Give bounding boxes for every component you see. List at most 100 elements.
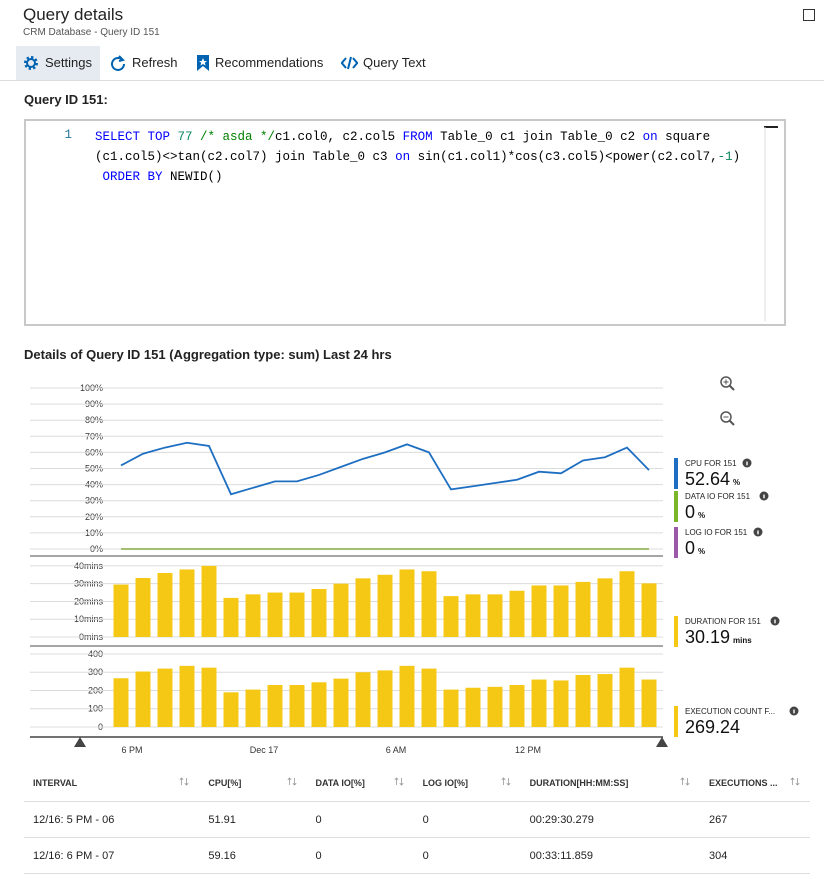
legend-value: 269.24 xyxy=(685,717,740,737)
bar xyxy=(641,583,657,637)
bar xyxy=(355,578,371,637)
sort-icon xyxy=(680,777,690,786)
x-tick-label: 6 PM xyxy=(121,745,142,755)
column-header[interactable]: DATA IO[%] xyxy=(306,765,414,802)
code-line: (c1.col5)<>tan(c2.col7) join Table_0 c3 … xyxy=(95,147,740,167)
zoom-out-button[interactable] xyxy=(720,411,735,426)
column-header-label: EXECUTIONS ... xyxy=(709,778,778,788)
column-header-label: INTERVAL xyxy=(33,778,78,788)
metrics-chart: 0%10%20%30%40%50%60%70%80%90%100%CPU FOR… xyxy=(30,376,799,755)
page-subtitle: CRM Database - Query ID 151 xyxy=(23,27,160,38)
legend-name: CPU FOR 151 xyxy=(685,459,737,468)
table-row[interactable]: 12/16: 6 PM - 07 59.16 0 0 00:33:11.859 304 xyxy=(24,837,810,874)
table-body: 12/16: 5 PM - 06 51.91 0 0 00:29:30.279 267 12… xyxy=(24,801,810,874)
code-token: on xyxy=(642,130,658,144)
code-icon xyxy=(341,56,358,70)
column-header[interactable]: INTERVAL xyxy=(24,765,200,802)
table-cell: 00:29:30.279 xyxy=(520,801,701,838)
bar xyxy=(333,678,349,727)
bar xyxy=(465,687,481,727)
settings-button[interactable]: Settings xyxy=(16,46,100,80)
column-header[interactable]: DURATION[HH:MM:SS] xyxy=(520,765,701,802)
bar xyxy=(157,573,173,637)
legend-name: DATA IO FOR 151 xyxy=(685,492,751,501)
bar xyxy=(465,594,481,637)
bar xyxy=(135,671,151,727)
sort-icon xyxy=(287,777,297,786)
info-icon-mark xyxy=(774,619,776,624)
sort-icon xyxy=(394,777,404,786)
bar xyxy=(245,594,261,637)
bar xyxy=(289,592,305,637)
bar xyxy=(399,665,415,727)
range-handle[interactable] xyxy=(74,737,86,747)
sort-arrows xyxy=(394,777,404,786)
legend-value-number: 0 xyxy=(685,538,695,558)
table-cell: 267 xyxy=(700,801,810,838)
code-token: NEWID() xyxy=(162,170,223,184)
recommendations-button[interactable]: Recommendations xyxy=(196,46,331,80)
legend-swatch xyxy=(674,527,678,558)
code-line: ORDER BY NEWID() xyxy=(95,167,740,187)
bar xyxy=(597,578,613,637)
info-icon-mark xyxy=(763,494,765,499)
x-tick-label: Dec 17 xyxy=(250,745,279,755)
legend-swatch xyxy=(674,458,678,489)
bar xyxy=(311,589,327,637)
results-table: INTERVAL CPU[%] DATA IO[%] LOG IO[%] DURATIO… xyxy=(24,765,810,874)
sort-arrows xyxy=(179,777,189,786)
legend-swatch xyxy=(674,706,678,737)
bar xyxy=(355,672,371,727)
bar xyxy=(443,689,459,727)
legend-value-number: 0 xyxy=(685,502,695,522)
table-cell: 0 xyxy=(306,801,414,838)
page-title: Query details xyxy=(23,5,124,24)
table-cell: 51.91 xyxy=(199,801,307,838)
code-editor[interactable]: 1 SELECT TOP 77 /* asda */c1.col0, c2.co… xyxy=(24,119,786,326)
legend-value-number: 30.19 xyxy=(685,627,730,647)
info-icon-mark xyxy=(746,461,748,466)
bar xyxy=(333,583,349,637)
refresh-button[interactable]: Refresh xyxy=(110,46,185,80)
column-header-label: DURATION[HH:MM:SS] xyxy=(529,778,629,788)
code-token: -1 xyxy=(717,150,733,164)
bar xyxy=(487,594,503,637)
scrollbar xyxy=(764,126,778,321)
column-header[interactable]: CPU[%] xyxy=(199,765,307,802)
refresh-icon xyxy=(111,55,125,71)
legend-value-unit: % xyxy=(733,478,740,487)
code-token: FROM xyxy=(402,130,433,144)
details-title: Details of Query ID 151 (Aggregation typ… xyxy=(24,347,392,362)
legend-value-unit: mins xyxy=(733,636,752,645)
maximize-button[interactable] xyxy=(803,9,815,21)
column-header-label: CPU[%] xyxy=(208,778,242,788)
legend-swatch xyxy=(674,616,678,647)
table-row[interactable]: 12/16: 5 PM - 06 51.91 0 0 00:29:30.279 267 xyxy=(24,801,810,838)
column-header[interactable]: LOG IO[%] xyxy=(413,765,521,802)
table-cell: 0 xyxy=(306,837,414,874)
bar xyxy=(113,584,129,637)
query-text-button[interactable]: Query Text xyxy=(341,46,431,80)
range-handle[interactable] xyxy=(656,737,668,747)
sort-arrows xyxy=(287,777,297,786)
info-icon-mark xyxy=(793,709,795,714)
bar xyxy=(179,569,195,637)
recommendations-label: Recommendations xyxy=(215,55,324,70)
table-cell: 304 xyxy=(700,837,810,874)
sort-arrows xyxy=(501,777,511,786)
legend-value-unit: % xyxy=(698,547,705,556)
sort-arrows xyxy=(680,777,690,786)
bar xyxy=(399,569,415,637)
code-token: (c1.col5)<>tan(c2.col7) join Table_0 c3 xyxy=(95,150,396,164)
column-header[interactable]: EXECUTIONS ... xyxy=(700,765,810,802)
bar xyxy=(641,679,657,727)
bar xyxy=(113,678,129,727)
code-token: sin(c1.col1)*cos(c3.col5)<power(c2.col7, xyxy=(410,150,718,164)
legend-value: 0% xyxy=(685,538,705,558)
legend-value: 0% xyxy=(685,502,705,522)
zoom-in-button[interactable] xyxy=(720,376,735,391)
table-cell: 59.16 xyxy=(199,837,307,874)
table-cell: 12/16: 5 PM - 06 xyxy=(24,801,200,838)
query-text-label: Query Text xyxy=(363,55,426,70)
